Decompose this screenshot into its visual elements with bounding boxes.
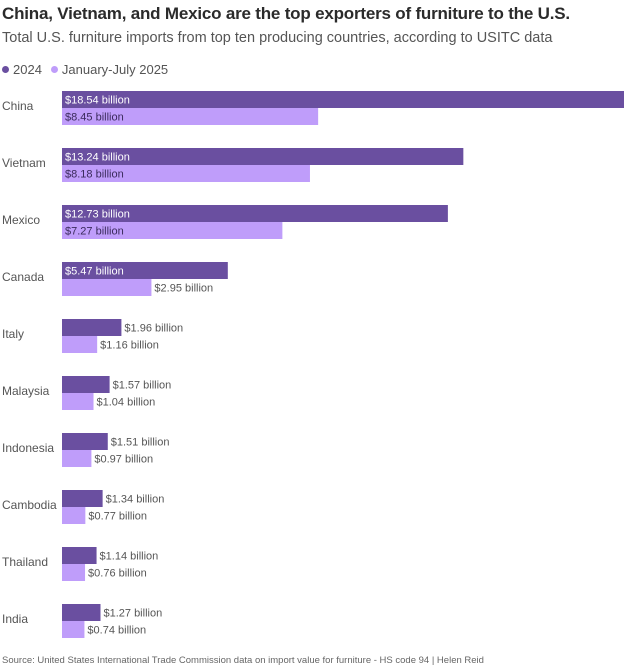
- data-label-cambodia-series-0: $1.34 billion: [106, 494, 165, 506]
- data-label-china-series-1: $8.45 billion: [65, 112, 124, 124]
- data-label-indonesia-series-1: $0.97 billion: [94, 454, 153, 466]
- chart-subtitle: Total U.S. furniture imports from top te…: [2, 30, 553, 46]
- bar-india-series-1: [62, 621, 85, 638]
- legend-label-2025: January-July 2025: [61, 62, 169, 77]
- bar-vietnam-series-0: [62, 148, 464, 165]
- bar-india-series-0: [62, 604, 101, 621]
- source-note: Source: United States International Trad…: [2, 655, 484, 666]
- bar-indonesia-series-1: [62, 450, 92, 467]
- bar-china-series-0: [62, 91, 624, 108]
- data-label-malaysia-series-1: $1.04 billion: [97, 397, 156, 409]
- category-label-cambodia: Cambodia: [2, 498, 57, 512]
- data-label-italy-series-1: $1.16 billion: [100, 340, 159, 352]
- bar-malaysia-series-1: [62, 393, 94, 410]
- data-label-china-series-0: $18.54 billion: [65, 95, 130, 107]
- bar-vietnam-series-1: [62, 165, 310, 182]
- category-label-malaysia: Malaysia: [2, 384, 50, 398]
- data-label-india-series-0: $1.27 billion: [103, 608, 162, 620]
- bar-indonesia-series-0: [62, 433, 108, 450]
- bar-thailand-series-0: [62, 547, 97, 564]
- legend-swatch-2024: [2, 66, 9, 73]
- category-label-italy: Italy: [2, 327, 24, 341]
- bar-cambodia-series-0: [62, 490, 103, 507]
- category-label-mexico: Mexico: [2, 213, 40, 227]
- data-label-cambodia-series-1: $0.77 billion: [88, 511, 147, 523]
- bar-china-series-1: [62, 108, 319, 125]
- category-label-india: India: [2, 612, 28, 626]
- category-label-canada: Canada: [2, 270, 44, 284]
- data-label-canada-series-1: $2.95 billion: [154, 283, 213, 295]
- category-label-indonesia: Indonesia: [2, 441, 54, 455]
- data-label-canada-series-0: $5.47 billion: [65, 266, 124, 278]
- category-label-vietnam: Vietnam: [2, 156, 46, 170]
- legend-item-2025: January-July 2025: [50, 62, 169, 77]
- data-label-mexico-series-1: $7.27 billion: [65, 226, 124, 238]
- bar-canada-series-0: [62, 262, 228, 279]
- bar-mexico-series-0: [62, 205, 448, 222]
- bar-canada-series-1: [62, 279, 152, 296]
- data-label-indonesia-series-0: $1.51 billion: [111, 437, 170, 449]
- data-label-mexico-series-0: $12.73 billion: [65, 209, 130, 221]
- chart-title: China, Vietnam, and Mexico are the top e…: [2, 4, 570, 23]
- data-label-thailand-series-0: $1.14 billion: [100, 551, 159, 563]
- legend-item-2024: 2024: [2, 62, 42, 77]
- bar-italy-series-1: [62, 336, 98, 353]
- bar-mexico-series-1: [62, 222, 283, 239]
- data-label-vietnam-series-1: $8.18 billion: [65, 169, 124, 181]
- legend-swatch-2025: [50, 66, 58, 73]
- bar-italy-series-0: [62, 319, 122, 336]
- category-label-china: China: [2, 99, 34, 113]
- data-label-india-series-1: $0.74 billion: [87, 625, 146, 637]
- data-label-thailand-series-1: $0.76 billion: [88, 568, 147, 580]
- bar-cambodia-series-1: [62, 507, 86, 524]
- bar-malaysia-series-0: [62, 376, 110, 393]
- legend-label-2024: 2024: [13, 62, 42, 77]
- data-label-vietnam-series-0: $13.24 billion: [65, 152, 130, 164]
- bar-thailand-series-1: [62, 564, 86, 581]
- legend: 2024 January-July 2025: [2, 62, 177, 77]
- data-label-italy-series-0: $1.96 billion: [124, 323, 183, 335]
- category-label-thailand: Thailand: [2, 555, 48, 569]
- data-label-malaysia-series-0: $1.57 billion: [113, 380, 172, 392]
